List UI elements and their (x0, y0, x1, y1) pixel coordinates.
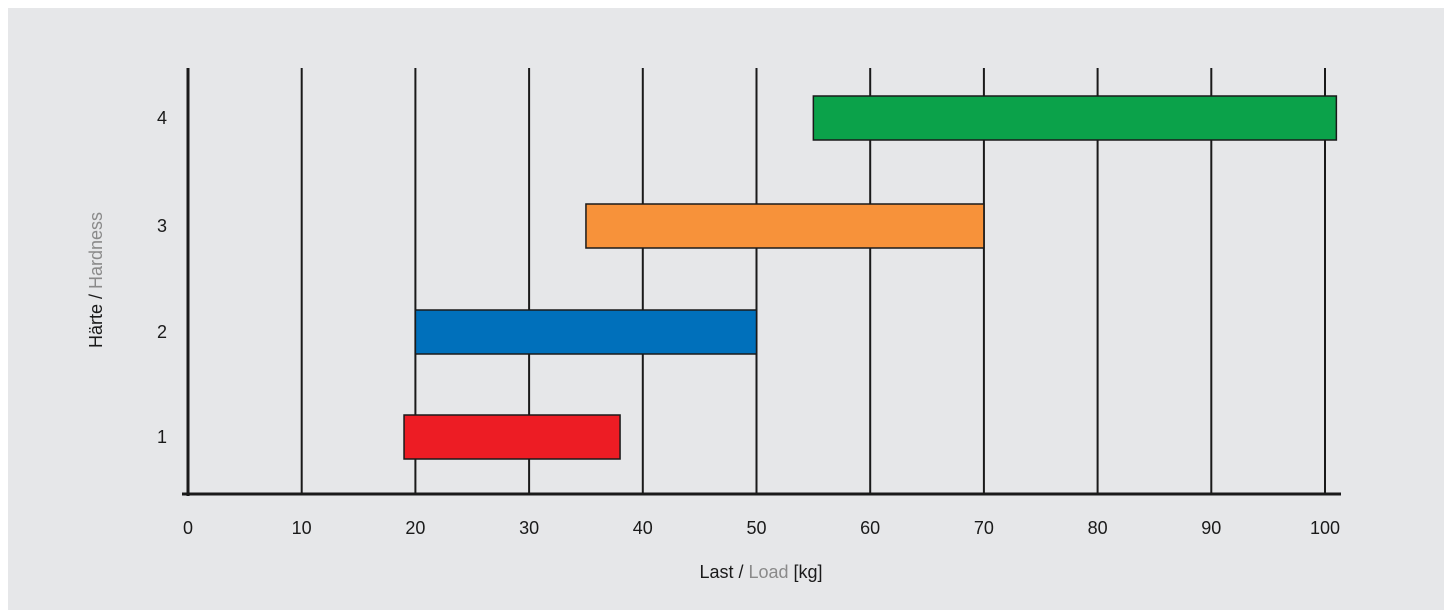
x-axis-title: Last / Load [kg] (699, 562, 822, 582)
range-bar-hardness-1 (403, 414, 621, 460)
x-tick-label-0: 0 (183, 518, 193, 538)
y-tick-label-2: 2 (157, 322, 167, 342)
axes-layer (182, 68, 1341, 496)
x-tick-label-100: 100 (1310, 518, 1340, 538)
x-tick-label-40: 40 (633, 518, 653, 538)
x-tick-label-90: 90 (1201, 518, 1221, 538)
range-bar-hardness-3 (585, 203, 985, 249)
range-bar-hardness-4 (812, 95, 1338, 141)
x-tick-label-10: 10 (292, 518, 312, 538)
y-axis-title: Härte / Hardness (86, 212, 106, 348)
x-tick-label-50: 50 (746, 518, 766, 538)
ticks-layer: 0 10 20 30 40 50 60 70 80 90 100 1 2 3 4 (157, 108, 1340, 538)
y-tick-label-1: 1 (157, 427, 167, 447)
y-tick-label-3: 3 (157, 216, 167, 236)
bars-layer (403, 95, 1338, 460)
range-bar-hardness-2 (414, 309, 758, 355)
x-tick-label-20: 20 (405, 518, 425, 538)
x-tick-label-70: 70 (974, 518, 994, 538)
y-tick-label-4: 4 (157, 108, 167, 128)
x-tick-label-30: 30 (519, 518, 539, 538)
x-tick-label-80: 80 (1088, 518, 1108, 538)
x-tick-label-60: 60 (860, 518, 880, 538)
